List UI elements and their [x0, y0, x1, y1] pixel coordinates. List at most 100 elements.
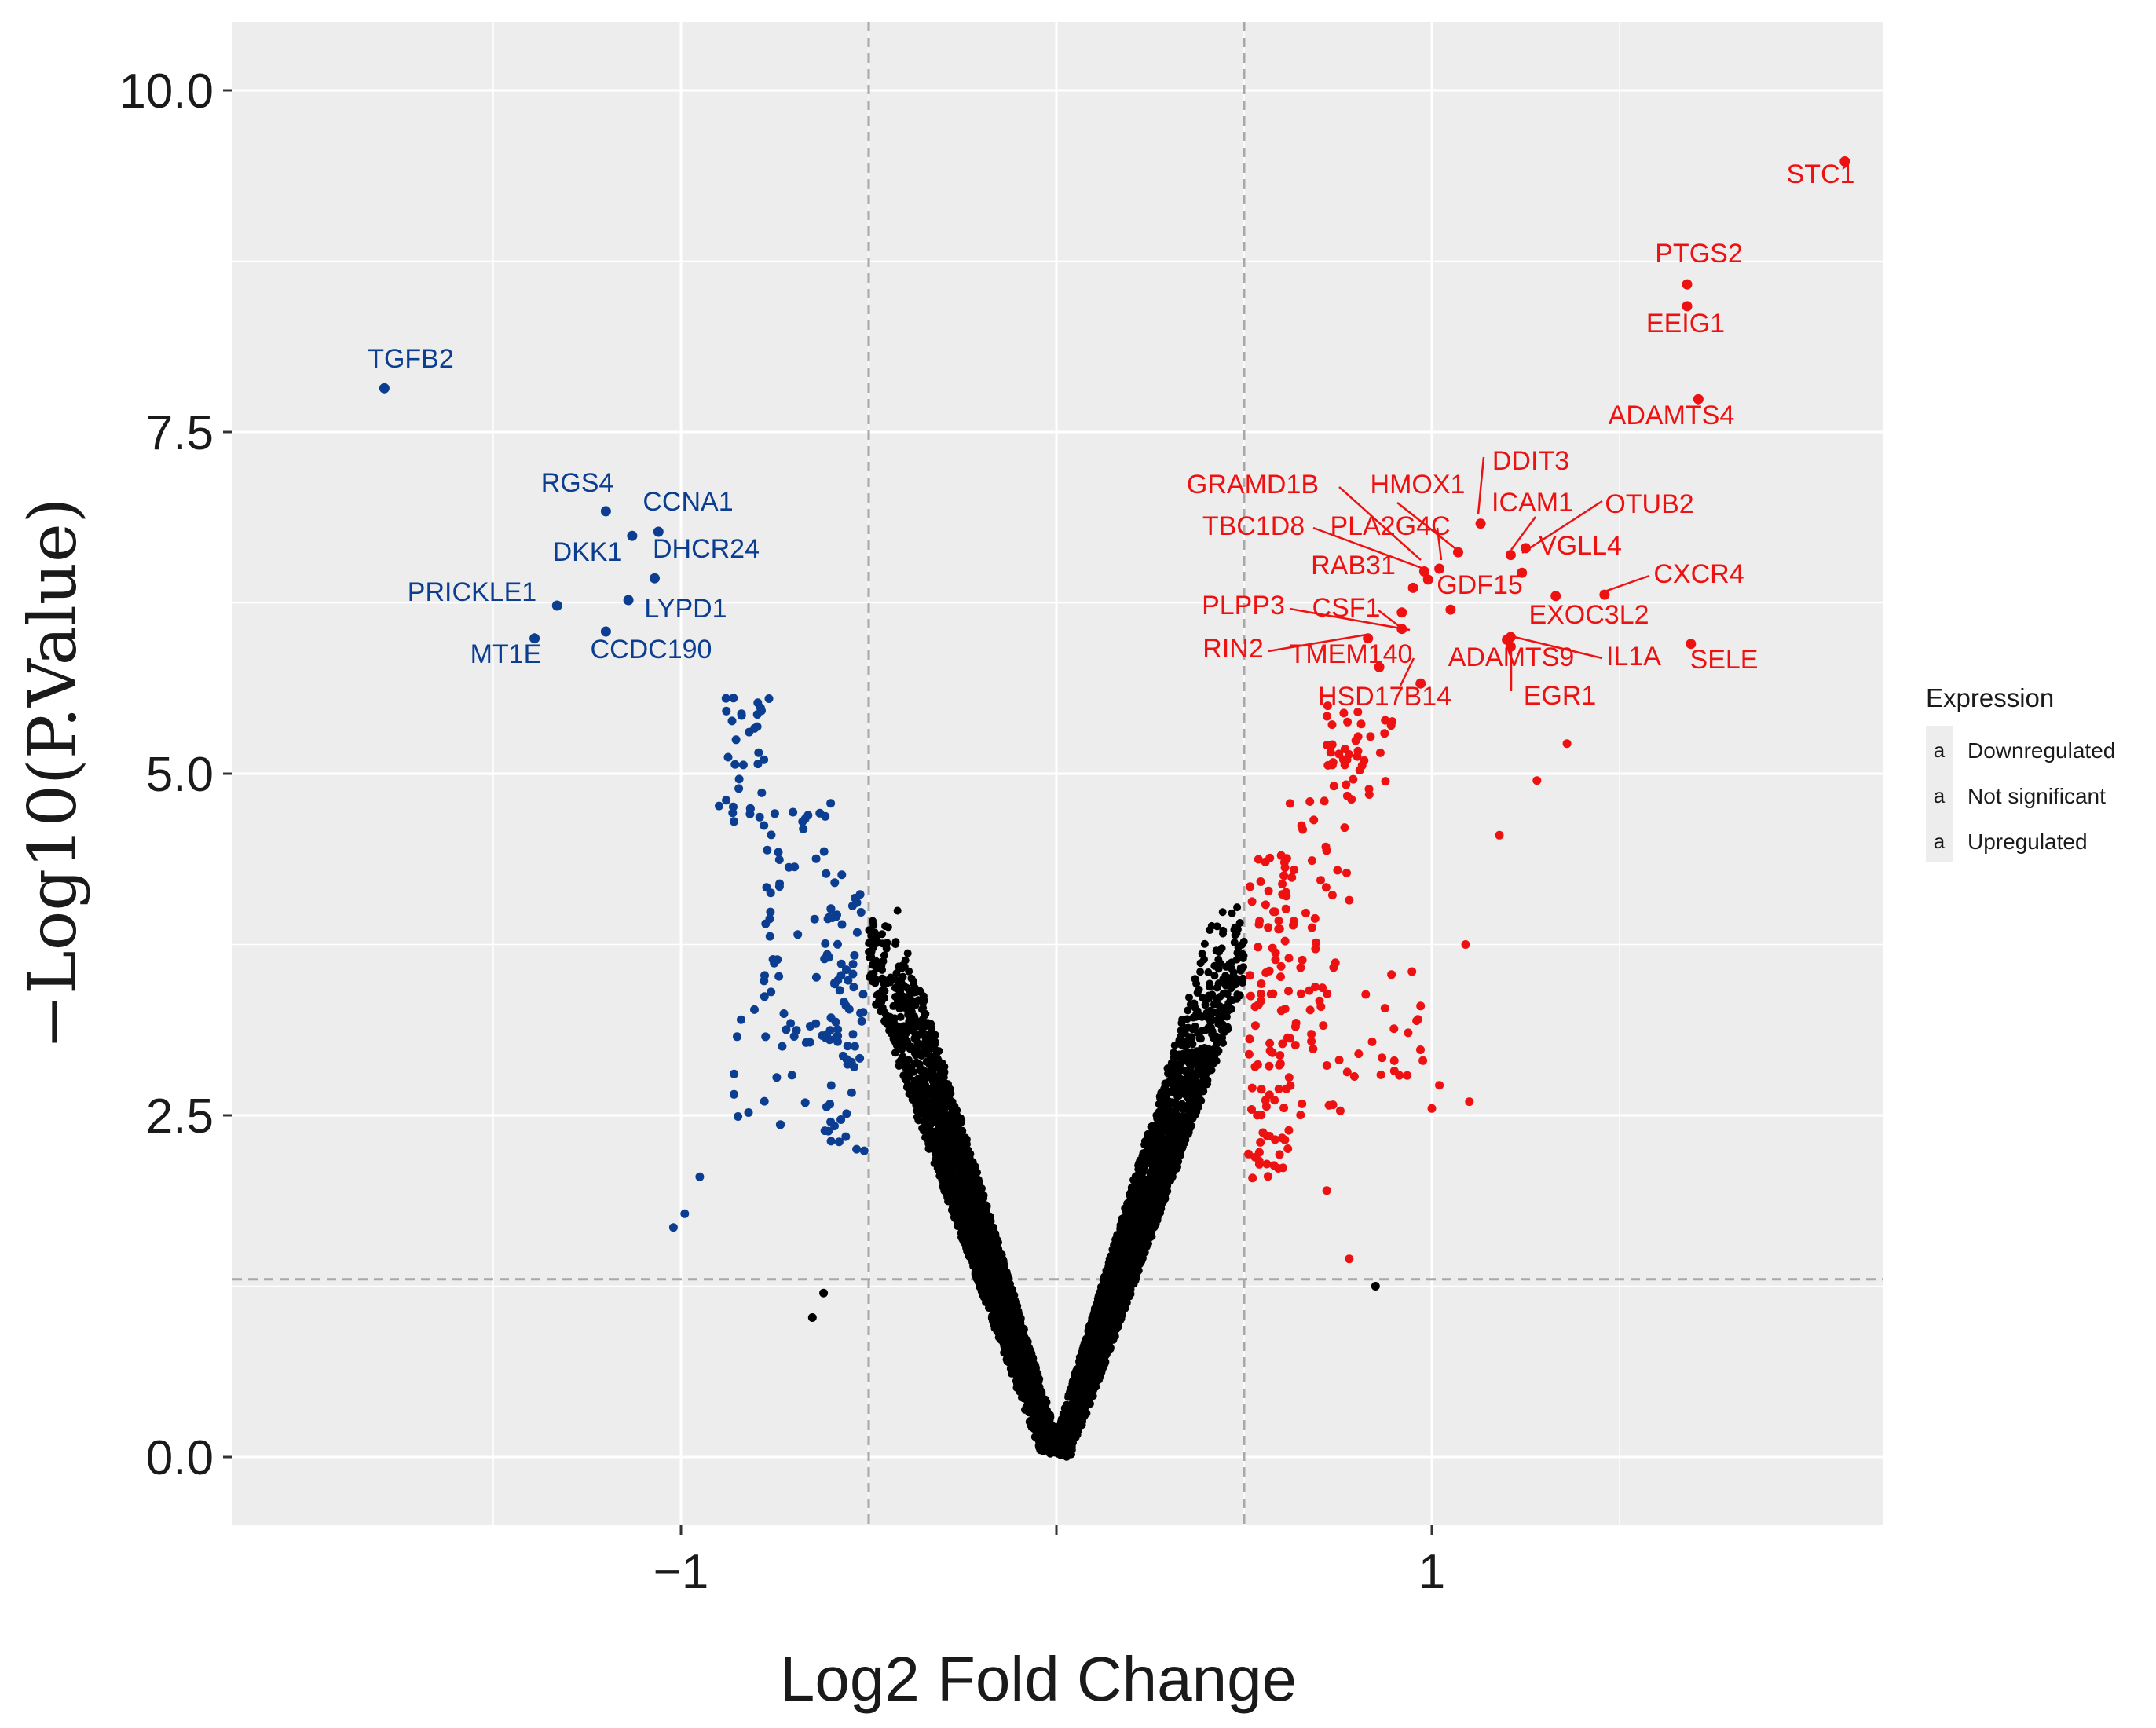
- data-point: [1160, 1085, 1168, 1093]
- data-point: [1232, 929, 1241, 938]
- data-point: [1238, 940, 1246, 949]
- data-point: [983, 1213, 992, 1221]
- data-point: [917, 1096, 925, 1105]
- data-point: [1173, 1125, 1181, 1133]
- data-point: [899, 997, 907, 1005]
- data-point: [1071, 1430, 1080, 1438]
- data-point: [905, 967, 913, 976]
- data-point: [1060, 1404, 1069, 1412]
- data-point: [906, 1042, 915, 1051]
- data-point: [937, 1110, 946, 1118]
- data-point: [968, 1157, 976, 1166]
- data-point: [939, 1135, 948, 1144]
- data-point: [1179, 1102, 1188, 1111]
- data-point: [956, 1217, 965, 1226]
- data-point: [928, 1053, 937, 1062]
- data-point: [1111, 1261, 1119, 1269]
- data-point: [926, 1045, 935, 1053]
- data-point: [1217, 944, 1226, 953]
- data-point: [1227, 984, 1235, 993]
- data-point: [1182, 1024, 1191, 1032]
- data-point: [1160, 1160, 1169, 1169]
- data-point: [1206, 926, 1214, 935]
- data-point: [1154, 1192, 1162, 1201]
- data-point: [1178, 1042, 1187, 1050]
- data-point: [1191, 975, 1199, 983]
- data-point: [914, 1116, 923, 1125]
- data-point: [1193, 989, 1202, 997]
- data-point: [913, 1017, 921, 1026]
- data-point: [870, 928, 879, 937]
- data-point: [899, 1053, 907, 1061]
- data-point: [1185, 993, 1193, 1001]
- data-point: [1013, 1376, 1022, 1385]
- data-point: [1184, 1092, 1192, 1100]
- data-points: [379, 156, 1850, 1461]
- data-point: [924, 1144, 933, 1153]
- data-point: [1228, 909, 1236, 917]
- data-point: [1204, 1067, 1212, 1076]
- data-point: [1000, 1283, 1008, 1292]
- data-point: [1209, 1034, 1217, 1042]
- data-point: [1041, 1430, 1050, 1438]
- data-point: [935, 1146, 943, 1154]
- data-point: [1228, 965, 1236, 973]
- data-point: [1170, 1067, 1178, 1076]
- data-point: [1223, 990, 1232, 998]
- data-point: [1028, 1359, 1037, 1367]
- data-point: [1219, 929, 1227, 938]
- data-point: [917, 1078, 924, 1086]
- data-point: [1159, 1105, 1167, 1114]
- data-point: [1158, 1139, 1166, 1148]
- grid: [232, 22, 1883, 1525]
- data-point: [1232, 994, 1241, 1003]
- data-point: [1239, 954, 1247, 962]
- data-point: [1027, 1349, 1036, 1358]
- data-point: [945, 1112, 954, 1121]
- data-point: [1009, 1326, 1018, 1334]
- data-point: [1200, 939, 1209, 948]
- data-point: [1233, 949, 1242, 957]
- data-point: [1204, 968, 1213, 976]
- data-point: [938, 1176, 946, 1184]
- data-point: [873, 964, 880, 972]
- data-point: [943, 1089, 952, 1097]
- data-point: [924, 1090, 933, 1099]
- data-point: [878, 930, 887, 939]
- data-point: [989, 1317, 997, 1326]
- data-point: [956, 1134, 965, 1143]
- data-point: [917, 988, 925, 996]
- data-point: [928, 1104, 937, 1113]
- data-point: [1201, 1001, 1210, 1009]
- data-point: [865, 939, 873, 947]
- data-point: [1218, 908, 1227, 917]
- data-point: [910, 1034, 919, 1042]
- data-point: [978, 1205, 986, 1214]
- data-point: [1197, 1034, 1205, 1043]
- data-point: [940, 1063, 949, 1071]
- data-point: [934, 1120, 943, 1129]
- data-point: [899, 1071, 908, 1080]
- data-point: [930, 1138, 939, 1147]
- data-point: [963, 1147, 972, 1155]
- data-point: [1166, 1141, 1175, 1150]
- data-point: [919, 1004, 928, 1012]
- data-point: [914, 1105, 923, 1114]
- data-point: [903, 1027, 912, 1036]
- data-point: [1121, 1265, 1129, 1272]
- data-point: [1193, 1059, 1202, 1067]
- data-point: [1144, 1129, 1152, 1138]
- data-point: [921, 1108, 930, 1116]
- data-point: [921, 1009, 930, 1018]
- data-point: [918, 1124, 927, 1133]
- data-point: [961, 1184, 969, 1192]
- data-point: [1184, 1006, 1192, 1015]
- data-point: [930, 1038, 939, 1047]
- data-point: [1096, 1362, 1105, 1371]
- data-point: [915, 1040, 924, 1049]
- data-point: [874, 998, 883, 1006]
- data-point: [1197, 1082, 1206, 1090]
- data-point: [1151, 1201, 1159, 1210]
- data-point: [1185, 1033, 1194, 1042]
- data-point: [921, 1018, 929, 1027]
